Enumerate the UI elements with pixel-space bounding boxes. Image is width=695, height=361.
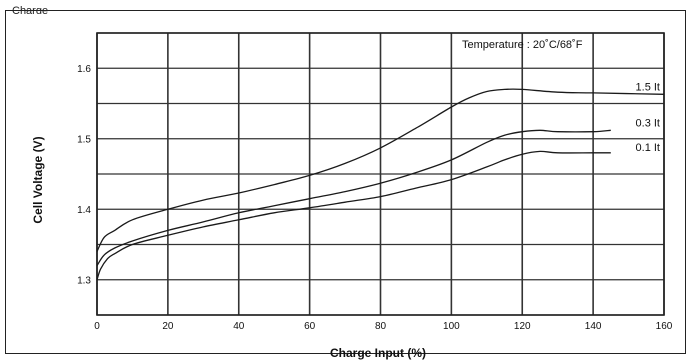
x-tick-label: 80	[375, 321, 387, 332]
series-line-0-3-it	[96, 129, 611, 266]
chart-caption: Charge	[12, 5, 49, 14]
y-axis-label: Cell Voltage (V)	[31, 136, 45, 223]
y-tick-label: 1.6	[77, 64, 91, 75]
series-line-0-1-it	[96, 150, 611, 280]
x-tick-label: 120	[514, 321, 531, 332]
series-label: 0.3 It	[636, 117, 660, 129]
x-tick-label: 140	[585, 321, 602, 332]
series-label: 0.1 It	[636, 142, 660, 154]
series-lines	[96, 88, 665, 280]
x-tick-label: 100	[443, 321, 460, 332]
x-tick-label: 60	[304, 321, 316, 332]
grid	[96, 32, 665, 316]
y-tick-label: 1.5	[77, 134, 91, 145]
chart-frame: Charge	[5, 5, 686, 354]
y-tick-label: 1.3	[77, 275, 91, 286]
y-tick-label: 1.4	[77, 205, 91, 216]
temperature-annotation: Temperature : 20˚C/68˚F	[462, 39, 583, 51]
series-labels: 1.5 It 0.3 It 0.1 It	[636, 81, 660, 154]
x-tick-label: 20	[162, 321, 174, 332]
series-line-1-5-it	[96, 88, 665, 252]
x-axis-label: Charge Input (%)	[330, 346, 426, 360]
x-tick-label: 0	[94, 321, 100, 332]
x-tick-label: 40	[233, 321, 245, 332]
plot-border	[96, 32, 665, 316]
series-label: 1.5 It	[636, 81, 660, 93]
axes: 0 20 40 60 80 100 120 140 160 1.3 1.4 1.5 1.6	[77, 64, 673, 332]
x-tick-label: 160	[656, 321, 673, 332]
